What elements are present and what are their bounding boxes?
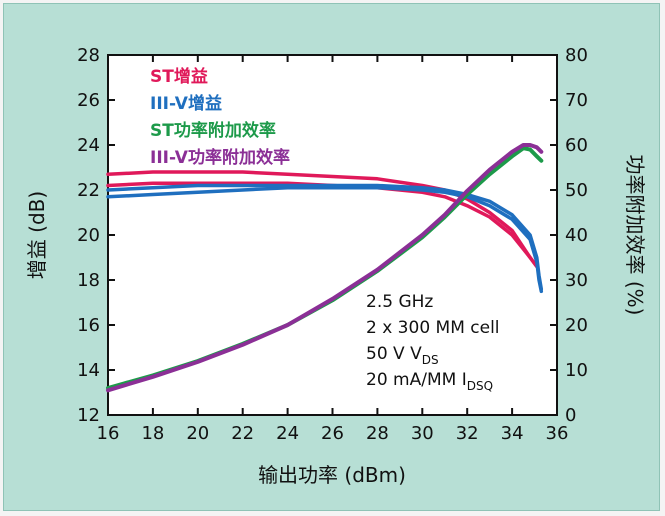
series-line-3 (106, 183, 544, 291)
y-right-tick-label: 20 (565, 315, 588, 336)
y-left-tick-label: 12 (77, 405, 100, 426)
series-line-0 (106, 170, 539, 269)
legend-st-gain: ST增益 (150, 66, 208, 87)
y-right-tick-label: 60 (565, 135, 588, 156)
y-right-tick-label: 70 (565, 90, 588, 111)
y-left-tick-label: 22 (77, 180, 100, 201)
y-left-tick-label: 18 (77, 270, 100, 291)
plot-area (107, 54, 558, 416)
x-tick-label: 30 (411, 423, 434, 444)
y-right-tick-label: 40 (565, 225, 588, 246)
legend-st-pae: ST功率附加效率 (150, 120, 276, 141)
annotation: 2.5 GHz 2 x 300 MM cell 50 V VDS 20 mA/M… (366, 292, 500, 393)
legend-iiiv-pae: III-V功率附加效率 (150, 147, 290, 168)
x-tick-label: 36 (546, 423, 569, 444)
x-tick-label: 32 (456, 423, 479, 444)
x-tick-label: 18 (141, 423, 164, 444)
y-right-tick-label: 30 (565, 270, 588, 291)
y-left-tick-label: 14 (77, 360, 100, 381)
series-layer (106, 143, 544, 393)
annotation-cell: 2 x 300 MM cell (366, 318, 500, 338)
y-left-axis-title: 增益 (dB) (25, 191, 49, 279)
y-left-tick-label: 20 (77, 225, 100, 246)
y-left-tick-label: 24 (77, 135, 100, 156)
y-right-tick-label: 50 (565, 180, 588, 201)
annotation-frequency: 2.5 GHz (366, 292, 433, 312)
legend-iiiv-gain: III-V增益 (150, 93, 222, 114)
x-tick-label: 22 (231, 423, 254, 444)
annotation-idsq: 20 mA/MM IDSQ (366, 370, 493, 393)
x-tick-label: 16 (97, 423, 120, 444)
annotation-vds: 50 V VDS (366, 344, 439, 367)
tick-layer: 16 18 20 22 24 26 28 30 32 34 36 12 14 16 18 20 22 24 26 28… (77, 45, 588, 444)
y-right-tick-label: 0 (565, 405, 576, 426)
legend: ST增益 III-V增益 ST功率附加效率 III-V功率附加效率 (150, 66, 290, 168)
y-left-tick-label: 26 (77, 90, 100, 111)
y-right-axis-title: 功率附加效率 (%) (623, 155, 647, 316)
y-left-tick-label: 28 (77, 45, 100, 66)
y-left-tick-label: 16 (77, 315, 100, 336)
y-right-tick-label: 80 (565, 45, 588, 66)
x-tick-label: 20 (186, 423, 209, 444)
x-tick-label: 34 (501, 423, 524, 444)
x-tick-label: 24 (276, 423, 299, 444)
y-right-tick-label: 10 (565, 360, 588, 381)
series-line-5 (106, 143, 544, 393)
x-tick-label: 26 (321, 423, 344, 444)
x-axis-title: 输出功率 (dBm) (258, 463, 406, 487)
x-tick-label: 28 (366, 423, 389, 444)
